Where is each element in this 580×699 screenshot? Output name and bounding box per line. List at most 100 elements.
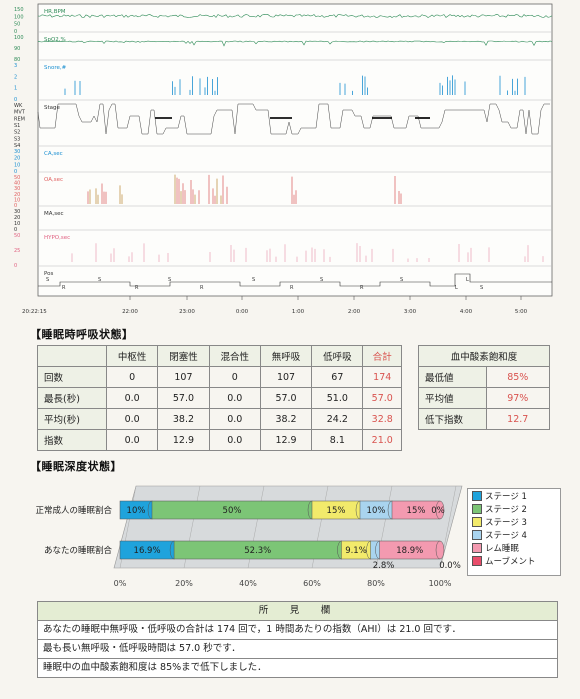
cell-value: 8.1	[311, 429, 364, 451]
channel-scale-label: REM	[14, 116, 25, 122]
channel-scale-label: 0	[14, 263, 17, 269]
time-tick-label: 4:00	[460, 309, 473, 315]
pos-letter: S	[400, 277, 403, 283]
x-tick-label: 0%	[114, 579, 127, 588]
legend-swatch	[472, 516, 482, 527]
channel-scale-label: 30	[14, 149, 20, 155]
cell-value: 38.2	[157, 408, 210, 430]
spo2-value: 12.7	[485, 408, 550, 430]
spo2-value: 85%	[485, 366, 550, 388]
spo2-table: 血中酸素飽和度 最低値 85% 平均値 97% 低下指数 12.7	[418, 345, 550, 430]
finding-line-2: 最も長い無呼吸・低呼吸時間は 57.0 秒です．	[38, 640, 557, 659]
channel-scale-label: 20	[14, 156, 20, 162]
legend-swatch	[472, 490, 482, 501]
cell-value: 12.9	[259, 429, 313, 451]
findings-header: 所 見 欄	[38, 602, 557, 621]
channel-scale-label: S1	[14, 123, 20, 129]
channel-scale-label: 90	[14, 46, 20, 52]
data-label: 10%	[367, 506, 386, 516]
cell-value: 0.0	[208, 387, 261, 409]
cell-value: 12.9	[157, 429, 210, 451]
respiratory-table: 中枢性 閉塞性 混合性 無呼吸 低呼吸 合計 回数 0 107 0 107 67 174 最長…	[37, 345, 402, 451]
hr-trace	[37, 14, 553, 18]
channel-scale-label: MVT	[14, 110, 26, 116]
channel-scale-label: 0	[14, 169, 17, 175]
channel-scale-label: 100	[14, 14, 24, 20]
cell-value: 57.0	[259, 387, 313, 409]
segment-cap	[435, 540, 445, 560]
cell-value: 0	[105, 366, 159, 388]
channel-scale-label: 0	[14, 29, 17, 35]
channel-scale-label: S4	[14, 143, 20, 149]
x-tick-label: 20%	[175, 579, 193, 588]
time-start-label: 20:22:15	[22, 309, 47, 315]
channel-label: HR,BPM	[44, 9, 66, 15]
col-hypopnea: 低呼吸	[311, 345, 364, 367]
category-label: あなたの睡眠割合	[44, 545, 113, 556]
x-tick-label: 60%	[303, 579, 321, 588]
respiratory-row: 指数 0.0 12.9 0.0 12.9 8.1 21.0	[37, 429, 402, 451]
spo2-row: 平均値 97%	[418, 387, 550, 409]
cell-value: 0.0	[208, 408, 261, 430]
legend-label: ステージ 1	[485, 491, 527, 502]
time-tick-label: 2:00	[348, 309, 361, 315]
col-mixed: 混合性	[208, 345, 261, 367]
pos-letter: R	[62, 285, 66, 291]
finding-line-1: あなたの睡眠中無呼吸・低呼吸の合計は 174 回で，1 時間あたりの指数（AHI…	[38, 621, 557, 640]
channel-scale-label: 50	[14, 233, 20, 239]
pos-letter: S	[46, 277, 49, 283]
trace-frame	[37, 3, 553, 297]
channel-scale-label: 20	[14, 215, 20, 221]
x-tick-label: 100%	[429, 579, 452, 588]
row-label: 回数	[37, 366, 107, 388]
channel-label: CA,sec	[44, 151, 63, 157]
channel-scale-label: 2	[14, 74, 17, 80]
channel-label: Pos	[44, 271, 53, 277]
depth-section-title: 【睡眠深度状態】	[30, 460, 122, 473]
row-label: 平均(秒)	[37, 408, 107, 430]
channel-scale-label: 100	[14, 35, 24, 41]
data-label: 15%	[327, 506, 346, 516]
channel-label: Snore,#	[44, 65, 67, 71]
legend-label: レム睡眠	[485, 543, 519, 554]
legend-item: ムーブメント	[468, 554, 560, 567]
channel-scale-label: 25	[14, 248, 20, 254]
col-central: 中枢性	[105, 345, 159, 367]
spo2-title: 血中酸素飽和度	[418, 345, 550, 367]
x-tick-label: 80%	[367, 579, 385, 588]
cell-value: 67	[311, 366, 364, 388]
legend-item: レム睡眠	[468, 541, 560, 554]
col-blank	[37, 345, 107, 367]
sleep-depth-chart: 0% 20% 40% 60% 80% 100% 正常成人の睡眠割合 10% 50% 15% 10% 1…	[35, 485, 463, 588]
legend-label: ステージ 3	[485, 517, 527, 528]
pos-letter: R	[290, 285, 294, 291]
data-label: 15%	[407, 506, 426, 516]
respiratory-row: 回数 0 107 0 107 67 174	[37, 366, 402, 388]
cell-value: 32.8	[362, 408, 402, 430]
cell-value: 0.0	[105, 408, 159, 430]
col-obstructive: 閉塞性	[157, 345, 210, 367]
x-tick-label: 40%	[239, 579, 257, 588]
channel-scale-label: 10	[14, 221, 20, 227]
spo2-row: 低下指数 12.7	[418, 408, 550, 430]
cell-value: 0.0	[105, 387, 159, 409]
spo2-label: 最低値	[418, 366, 487, 388]
cell-value: 0.0	[208, 429, 261, 451]
spo2-label: 低下指数	[418, 408, 487, 430]
cell-value: 57.0	[362, 387, 402, 409]
pos-letter: S	[252, 277, 255, 283]
cell-value: 38.2	[259, 408, 313, 430]
spo2-value: 97%	[485, 387, 550, 409]
pos-letter: L	[466, 277, 469, 283]
time-tick-label: 3:00	[404, 309, 417, 315]
channel-scale-label: 50	[14, 175, 20, 181]
respiratory-row: 平均(秒) 0.0 38.2 0.0 38.2 24.2 32.8	[37, 408, 402, 430]
pos-letter: R	[135, 285, 139, 291]
segment-cap	[435, 500, 445, 520]
cell-value: 0.0	[105, 429, 159, 451]
cell-value: 51.0	[311, 387, 364, 409]
cell-value: 0	[208, 366, 261, 388]
data-label: 10%	[127, 506, 146, 516]
time-tick-label: 23:00	[179, 309, 195, 315]
